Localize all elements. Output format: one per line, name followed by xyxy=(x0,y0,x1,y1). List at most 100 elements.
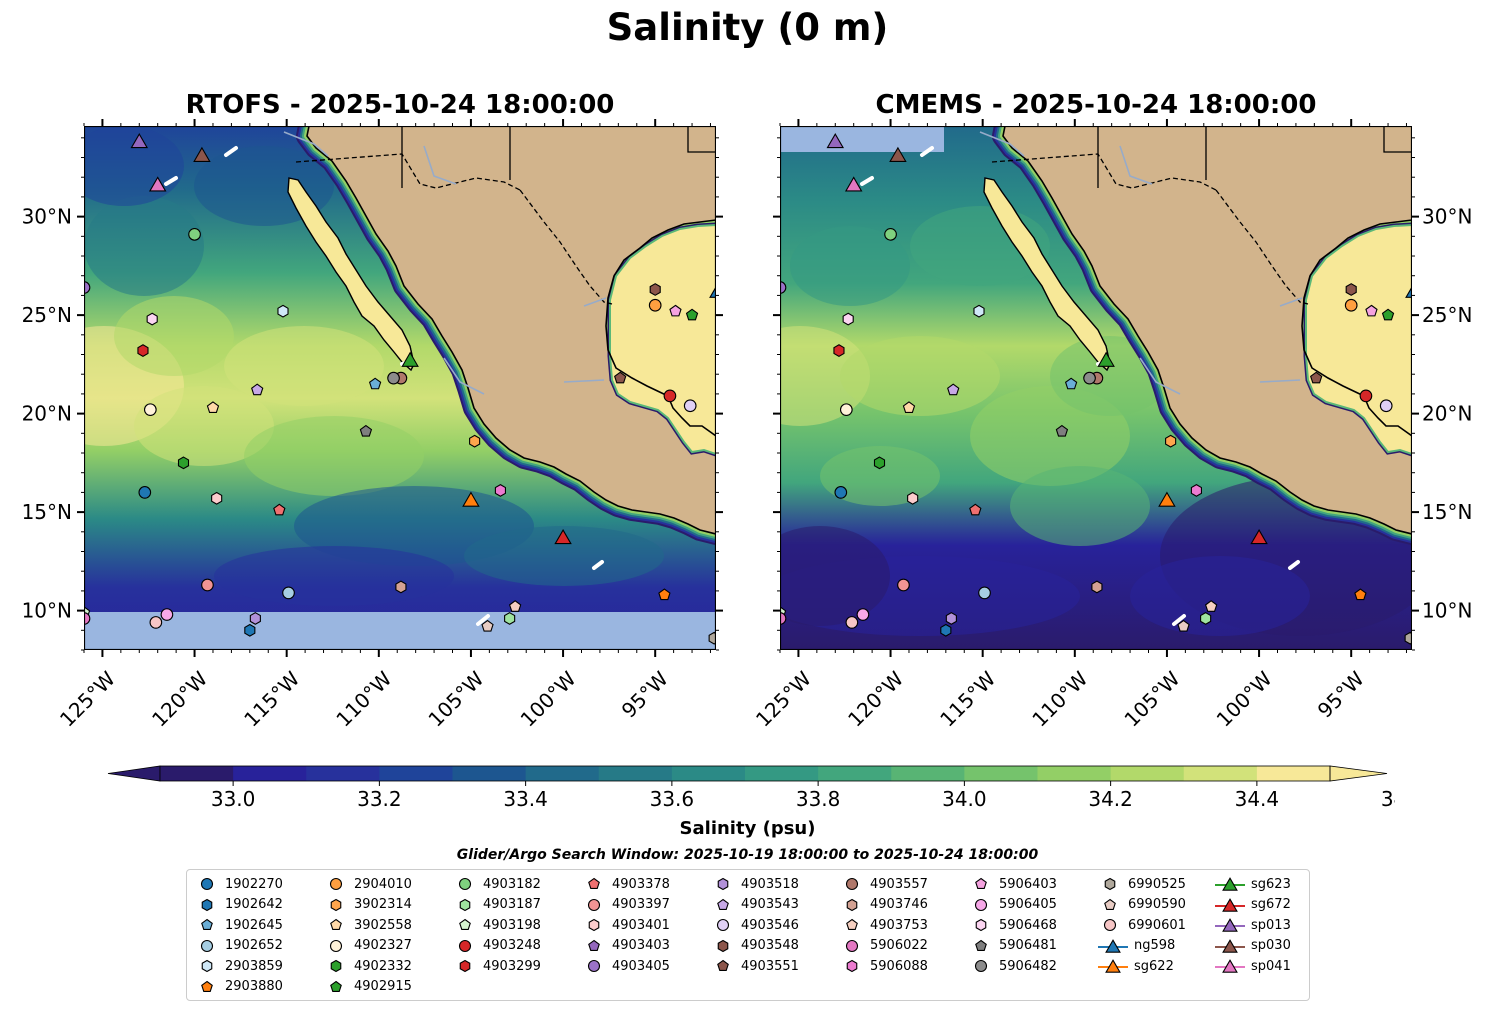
marker-4903378 xyxy=(273,503,286,516)
colorbar-tick-label: 34.6 xyxy=(1381,787,1395,811)
marker-4903397 xyxy=(201,578,214,592)
legend-label: 4903746 xyxy=(870,897,928,913)
legend-item-4903557: 4903557 xyxy=(840,874,928,895)
legend-label: 4903753 xyxy=(870,917,928,933)
legend-item-2904010: 2904010 xyxy=(324,874,412,895)
legend-marker-circle xyxy=(458,939,472,952)
legend-marker-pentagon xyxy=(330,980,342,992)
colorbar-segment xyxy=(306,766,380,781)
marker-sg623 xyxy=(1097,351,1115,367)
legend-marker-pentagon xyxy=(201,919,213,931)
legend-column: 4903378 4903397 4903401 4903403 4903405 xyxy=(582,874,670,977)
marker-4903182 xyxy=(884,227,897,241)
colorbar-tick-label: 34.4 xyxy=(1235,787,1280,811)
legend-label: 4902332 xyxy=(354,958,412,974)
legend-marker-circle xyxy=(587,960,601,973)
lon-tick-label: 95°W xyxy=(617,666,673,722)
legend-label: 1902642 xyxy=(225,897,283,913)
marker-5906405 xyxy=(856,608,870,621)
lat-tick-label: 30°N xyxy=(22,205,72,229)
legend-item-4903543: 4903543 xyxy=(711,895,799,916)
marker-4903746 xyxy=(395,580,407,594)
marker-6990590 xyxy=(1177,619,1190,632)
legend-label: 4903299 xyxy=(483,958,541,974)
marker-4902332 xyxy=(177,456,190,470)
legend: 1902270 1902642 1902645 1902652 2903859 29038… xyxy=(186,869,1310,1001)
marker-sp013 xyxy=(826,133,845,149)
legend-marker-triangle-line xyxy=(1215,877,1245,891)
legend-item-4903187: 4903187 xyxy=(453,895,541,916)
lon-tick-label: 115°W xyxy=(935,666,1000,731)
colorbar-segment xyxy=(1110,766,1185,781)
marker-5906403 xyxy=(1365,304,1378,317)
rtofs-map xyxy=(84,126,716,650)
legend-marker-circle xyxy=(200,878,214,891)
legend-item-3902314: 3902314 xyxy=(324,895,412,916)
lon-tick-label: 125°W xyxy=(55,666,120,731)
marker-ng598 xyxy=(709,285,716,298)
legend-item-ng598: ng598 xyxy=(1098,936,1186,957)
marker-4903551 xyxy=(614,371,627,384)
marker-4903405 xyxy=(84,281,91,294)
legend-item-sp041: sp041 xyxy=(1215,956,1291,977)
marker-1902270 xyxy=(834,486,848,499)
lon-tick-label: 105°W xyxy=(423,666,488,731)
legend-item-4903546: 4903546 xyxy=(711,915,799,936)
colorbar-label: Salinity (psu) xyxy=(679,818,816,839)
marker-4903401 xyxy=(211,491,223,505)
marker-2904010 xyxy=(1344,298,1358,312)
legend-marker-pentagon xyxy=(1104,898,1116,910)
lon-tick-label: 110°W xyxy=(1027,666,1092,731)
panel-title-rtofs: RTOFS - 2025-10-24 18:00:00 xyxy=(185,90,615,120)
legend-item-4903248: 4903248 xyxy=(453,936,541,957)
legend-marker-triangle-line xyxy=(1215,918,1245,932)
legend-label: 6990525 xyxy=(1128,876,1186,892)
legend-item-4903403: 4903403 xyxy=(582,936,670,957)
legend-marker-pentagon xyxy=(846,919,858,931)
legend-label: 2904010 xyxy=(354,876,412,892)
legend-marker-pentagon xyxy=(717,898,729,910)
marker-5906403 xyxy=(669,304,682,317)
legend-marker-pentagon xyxy=(975,878,987,890)
colorbar-segment xyxy=(233,766,307,781)
legend-label: sg623 xyxy=(1251,876,1291,892)
lat-tick-label: 20°N xyxy=(22,402,72,426)
legend-item-4903548: 4903548 xyxy=(711,936,799,957)
legend-label: 4903182 xyxy=(483,876,541,892)
legend-item-4903401: 4903401 xyxy=(582,915,670,936)
marker-5906405 xyxy=(160,608,174,621)
marker-4903753 xyxy=(1204,600,1218,612)
marker-6990590 xyxy=(481,619,494,632)
marker-1902645 xyxy=(368,377,382,390)
legend-marker-hexagon xyxy=(330,960,342,973)
lon-tick-label: 120°W xyxy=(147,666,212,731)
marker-6990525 xyxy=(1404,631,1412,645)
legend-item-4902915: 4902915 xyxy=(324,977,412,998)
marker-3902558 xyxy=(902,401,916,413)
marker-4902915 xyxy=(1381,308,1395,321)
legend-item-6990590: 6990590 xyxy=(1098,895,1186,916)
colorbar-tick-label: 33.6 xyxy=(650,787,695,811)
legend-item-sp013: sp013 xyxy=(1215,915,1291,936)
legend-item-5906481: 5906481 xyxy=(969,936,1057,957)
marker-5906481 xyxy=(359,424,373,437)
legend-item-4903182: 4903182 xyxy=(453,874,541,895)
legend-label: 1902645 xyxy=(225,917,283,933)
legend-item-3902558: 3902558 xyxy=(324,915,412,936)
legend-marker-hexagon xyxy=(201,960,213,973)
legend-marker-hexagon xyxy=(459,960,471,973)
search-window-note: Glider/Argo Search Window: 2025-10-19 18… xyxy=(456,847,1039,863)
legend-marker-hexagon xyxy=(201,898,213,911)
legend-label: 4903405 xyxy=(612,958,670,974)
legend-item-4903518: 4903518 xyxy=(711,874,799,895)
marker-4903187 xyxy=(504,612,516,625)
marker-1902652 xyxy=(978,586,991,600)
legend-label: 3902314 xyxy=(354,897,412,913)
lon-tick-label: 105°W xyxy=(1119,666,1184,731)
legend-label: sp013 xyxy=(1251,917,1291,933)
lat-tick-label: 10°N xyxy=(22,599,72,623)
lon-tick-label: 95°W xyxy=(1313,666,1369,722)
colorbar-segment xyxy=(525,766,600,781)
legend-item-4903753: 4903753 xyxy=(840,915,928,936)
marker-5906481 xyxy=(1055,424,1069,437)
